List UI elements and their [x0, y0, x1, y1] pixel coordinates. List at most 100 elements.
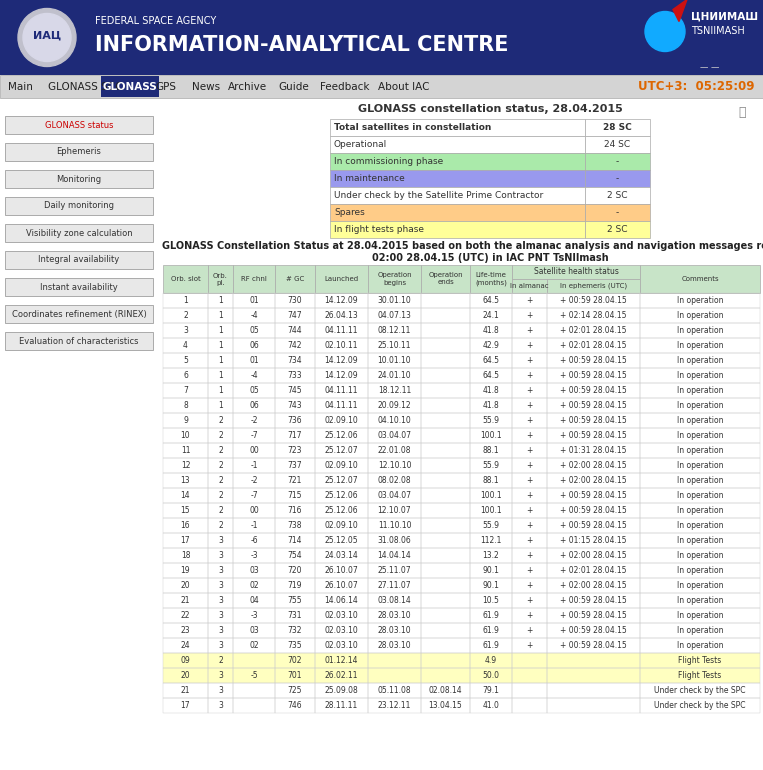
Text: +: +: [526, 386, 533, 395]
Text: 14.04.14: 14.04.14: [378, 551, 411, 560]
Text: 02.09.10: 02.09.10: [324, 416, 359, 425]
Text: Under check by the Satellite Prime Contractor: Under check by the Satellite Prime Contr…: [334, 191, 543, 200]
Text: 18: 18: [181, 551, 190, 560]
Text: Instant availability: Instant availability: [40, 283, 118, 292]
FancyBboxPatch shape: [470, 265, 512, 293]
Text: 02.10.11: 02.10.11: [325, 341, 359, 350]
Text: 17: 17: [181, 701, 190, 710]
Text: 28 SC: 28 SC: [603, 123, 632, 132]
Text: 11: 11: [181, 446, 190, 455]
Text: 28.03.10: 28.03.10: [378, 641, 411, 650]
Text: -5: -5: [250, 671, 258, 680]
FancyBboxPatch shape: [163, 323, 760, 338]
Text: Launched: Launched: [324, 276, 359, 282]
Text: In operation: In operation: [677, 356, 723, 365]
Text: In operation: In operation: [677, 491, 723, 500]
FancyBboxPatch shape: [585, 204, 650, 221]
Text: Flight Tests: Flight Tests: [678, 671, 722, 680]
Text: 100.1: 100.1: [480, 491, 502, 500]
FancyBboxPatch shape: [330, 119, 585, 136]
Text: +: +: [526, 581, 533, 590]
Text: 21: 21: [181, 686, 190, 695]
Text: GLONASS constellation status, 28.04.2015: GLONASS constellation status, 28.04.2015: [358, 104, 623, 114]
FancyBboxPatch shape: [585, 221, 650, 238]
Text: 23.12.11: 23.12.11: [378, 701, 411, 710]
Text: 25.12.06: 25.12.06: [325, 491, 359, 500]
Text: 2: 2: [218, 431, 223, 440]
FancyBboxPatch shape: [315, 265, 368, 293]
Text: In operation: In operation: [677, 536, 723, 545]
FancyBboxPatch shape: [163, 473, 760, 488]
Text: +: +: [526, 446, 533, 455]
Text: In operation: In operation: [677, 446, 723, 455]
FancyBboxPatch shape: [163, 623, 760, 638]
Text: 61.9: 61.9: [482, 641, 500, 650]
Text: 08.02.08: 08.02.08: [378, 476, 411, 485]
Text: Operational: Operational: [334, 140, 388, 149]
FancyBboxPatch shape: [163, 503, 760, 518]
Text: # GC: # GC: [286, 276, 304, 282]
Text: 12: 12: [181, 461, 190, 470]
Text: Feedback: Feedback: [320, 82, 369, 92]
Text: 25.11.07: 25.11.07: [378, 566, 411, 575]
Text: +: +: [526, 626, 533, 635]
Text: In almanac: In almanac: [510, 283, 549, 289]
Text: 14: 14: [181, 491, 190, 500]
FancyBboxPatch shape: [585, 187, 650, 204]
Text: GLONASS: GLONASS: [103, 82, 158, 92]
Text: 3: 3: [218, 596, 223, 605]
Text: 3: 3: [218, 626, 223, 635]
Text: 25.12.05: 25.12.05: [325, 536, 359, 545]
Text: 41.8: 41.8: [483, 401, 499, 410]
Text: 30.01.10: 30.01.10: [378, 296, 411, 305]
Text: +: +: [526, 476, 533, 485]
FancyBboxPatch shape: [585, 119, 650, 136]
Text: In operation: In operation: [677, 626, 723, 635]
Text: 04.07.13: 04.07.13: [378, 311, 411, 320]
Text: +: +: [526, 596, 533, 605]
Text: In operation: In operation: [677, 566, 723, 575]
FancyBboxPatch shape: [330, 170, 585, 187]
Text: +: +: [526, 356, 533, 365]
Text: 721: 721: [288, 476, 302, 485]
Text: + 00:59 28.04.15: + 00:59 28.04.15: [560, 401, 627, 410]
Text: 701: 701: [288, 671, 302, 680]
Text: 24: 24: [181, 641, 190, 650]
Text: 02.09.10: 02.09.10: [324, 461, 359, 470]
Text: In operation: In operation: [677, 506, 723, 515]
Text: 14.12.09: 14.12.09: [325, 371, 359, 380]
Text: Satellite health status: Satellite health status: [533, 267, 619, 276]
Text: 755: 755: [288, 596, 302, 605]
FancyBboxPatch shape: [163, 293, 760, 308]
Text: 06: 06: [250, 341, 259, 350]
Text: +: +: [526, 416, 533, 425]
Text: 04.11.11: 04.11.11: [325, 386, 359, 395]
Text: 23: 23: [181, 626, 190, 635]
Text: 03: 03: [250, 626, 259, 635]
Text: 3: 3: [218, 581, 223, 590]
Text: 20: 20: [181, 671, 190, 680]
Text: 1: 1: [218, 311, 223, 320]
Text: 14.12.09: 14.12.09: [325, 296, 359, 305]
Text: 00: 00: [250, 506, 259, 515]
Text: Flight Tests: Flight Tests: [678, 656, 722, 665]
Text: 10: 10: [181, 431, 190, 440]
Text: 22.01.08: 22.01.08: [378, 446, 411, 455]
Text: 03.08.14: 03.08.14: [378, 596, 411, 605]
Text: -: -: [616, 208, 619, 217]
Text: 734: 734: [288, 356, 302, 365]
Text: 717: 717: [288, 431, 302, 440]
FancyBboxPatch shape: [330, 187, 585, 204]
Text: + 02:00 28.04.15: + 02:00 28.04.15: [560, 581, 627, 590]
FancyBboxPatch shape: [163, 518, 760, 533]
Text: Life-time
(months): Life-time (months): [475, 273, 507, 286]
Text: 26.10.07: 26.10.07: [324, 566, 359, 575]
Text: + 01:31 28.04.15: + 01:31 28.04.15: [560, 446, 626, 455]
Text: 10.5: 10.5: [482, 596, 500, 605]
Text: In operation: In operation: [677, 596, 723, 605]
Text: +: +: [526, 311, 533, 320]
FancyBboxPatch shape: [640, 265, 760, 293]
FancyBboxPatch shape: [0, 75, 763, 98]
Text: + 00:59 28.04.15: + 00:59 28.04.15: [560, 596, 627, 605]
Text: 61.9: 61.9: [482, 626, 500, 635]
